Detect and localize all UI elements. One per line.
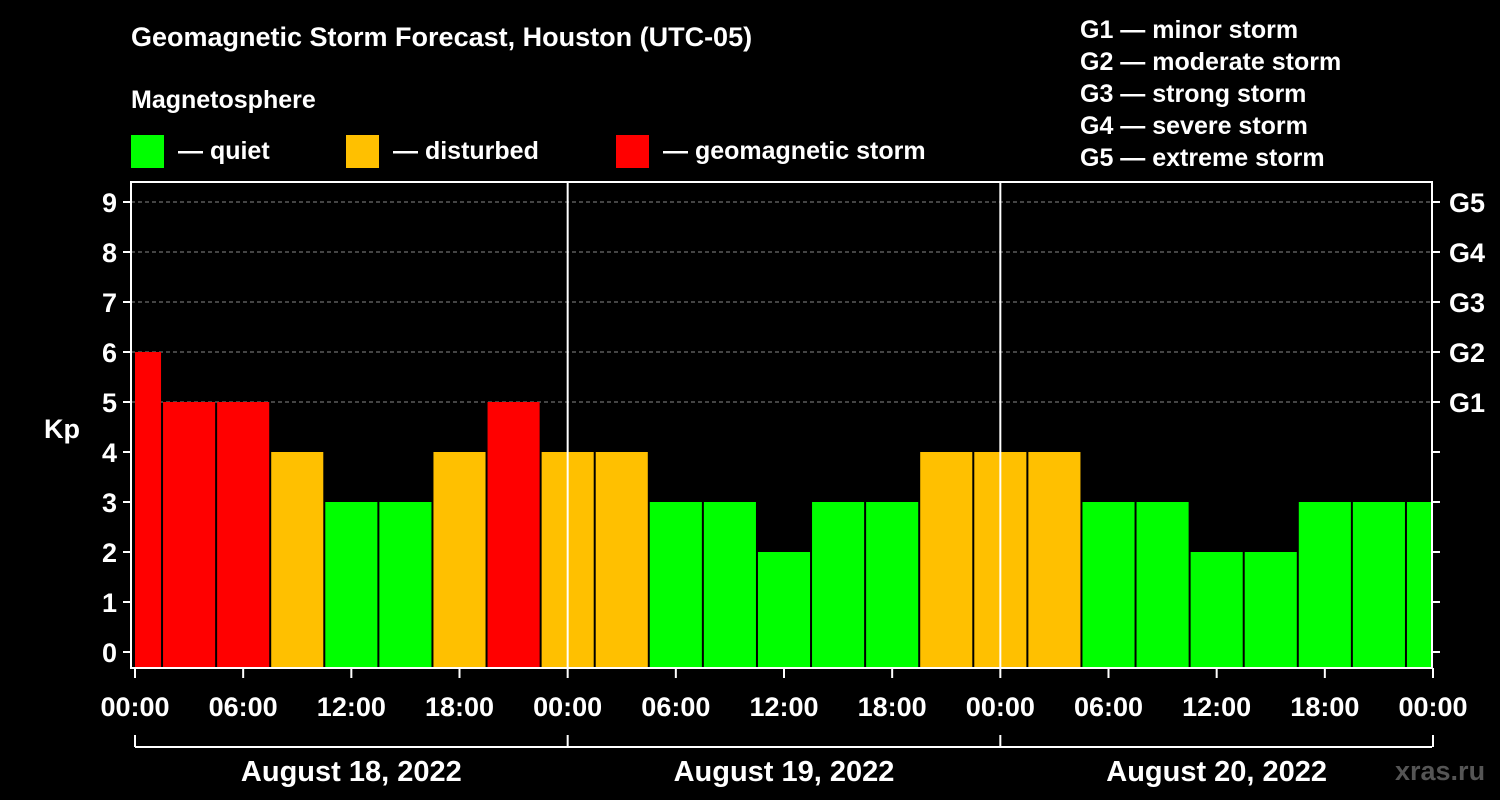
x-tick-label: 12:00	[749, 692, 818, 722]
y-tick-label: 5	[102, 388, 117, 418]
legend-label-quiet: — quiet	[178, 136, 270, 165]
y-tick-label: 8	[102, 238, 117, 268]
kp-bar	[866, 502, 919, 667]
g-scale-item-g5: G5 — extreme storm	[1080, 144, 1325, 172]
x-tick-label: 00:00	[533, 692, 602, 722]
kp-bar	[1244, 552, 1297, 667]
g-scale-legend: G1 — minor storm G2 — moderate storm G3 …	[1080, 14, 1341, 174]
g-scale-tick-label: G3	[1449, 288, 1485, 318]
legend-label-disturbed: — disturbed	[393, 136, 539, 165]
g-scale-item-g4: G4 — severe storm	[1080, 112, 1308, 140]
y-tick-label: 2	[102, 538, 117, 568]
x-tick-label: 00:00	[966, 692, 1035, 722]
x-tick-label: 18:00	[425, 692, 494, 722]
kp-bar	[1352, 502, 1405, 667]
kp-bar	[812, 502, 865, 667]
x-tick-label: 06:00	[1074, 692, 1143, 722]
kp-bar	[1136, 502, 1189, 667]
kp-bar	[920, 452, 973, 667]
legend-item-disturbed: — disturbed	[346, 134, 539, 168]
legend-label-storm: — geomagnetic storm	[663, 136, 926, 165]
x-tick-label: 18:00	[1290, 692, 1359, 722]
plot-frame	[130, 181, 1433, 669]
kp-bar	[271, 452, 324, 667]
kp-bar	[703, 502, 756, 667]
x-tick-label: 18:00	[858, 692, 927, 722]
kp-bar	[1082, 502, 1135, 667]
x-tick-label: 00:00	[100, 692, 169, 722]
watermark: xras.ru	[1395, 756, 1486, 786]
y-axis-label: Kp	[44, 414, 80, 444]
kp-bar	[1190, 552, 1243, 667]
y-tick-label: 6	[102, 338, 117, 368]
g-scale-tick-label: G2	[1449, 338, 1485, 368]
legend-swatch-disturbed	[346, 134, 379, 168]
kp-bar	[757, 552, 811, 667]
y-tick-label: 7	[102, 288, 117, 318]
y-tick-label: 1	[102, 588, 117, 618]
kp-bar	[487, 402, 540, 667]
kp-bar	[433, 452, 486, 667]
day-label: August 20, 2022	[1106, 756, 1327, 788]
g-scale-tick-label: G1	[1449, 388, 1485, 418]
x-tick-label: 06:00	[641, 692, 710, 722]
g-scale-item-g1: G1 — minor storm	[1080, 16, 1299, 44]
g-scale-tick-label: G4	[1449, 238, 1485, 268]
g-scale-tick-label: G5	[1449, 188, 1485, 218]
kp-bar	[217, 402, 270, 667]
x-tick-label: 06:00	[209, 692, 278, 722]
kp-bar	[163, 402, 216, 667]
kp-bar	[1298, 502, 1351, 667]
legend-swatch-storm	[616, 134, 649, 168]
kp-bar	[649, 502, 702, 667]
g-scale-item-g2: G2 — moderate storm	[1080, 48, 1342, 76]
day-label: August 18, 2022	[241, 756, 462, 788]
kp-bar	[325, 502, 378, 667]
y-tick-label: 4	[102, 438, 117, 468]
x-tick-label: 12:00	[1182, 692, 1251, 722]
y-tick-label: 3	[102, 488, 117, 518]
kp-bar	[1028, 452, 1081, 667]
kp-bar	[1406, 502, 1433, 667]
x-tick-label: 00:00	[1398, 692, 1467, 722]
g-scale-item-g3: G3 — strong storm	[1080, 80, 1307, 108]
day-label: August 19, 2022	[674, 756, 895, 788]
legend-item-quiet: — quiet	[131, 134, 270, 168]
kp-bar	[595, 452, 648, 667]
kp-bar	[379, 502, 432, 667]
y-tick-label: 0	[102, 638, 117, 668]
y-tick-label: 9	[102, 188, 117, 218]
chart-title: Geomagnetic Storm Forecast, Houston (UTC…	[131, 22, 753, 52]
legend-item-storm: — geomagnetic storm	[616, 134, 926, 168]
chart-subtitle: Magnetosphere	[131, 86, 316, 114]
x-tick-label: 12:00	[317, 692, 386, 722]
legend-swatch-quiet	[131, 134, 164, 168]
kp-bar	[135, 352, 162, 667]
